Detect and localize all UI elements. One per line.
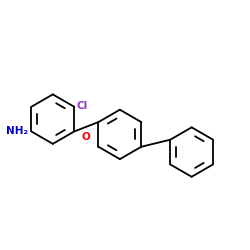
Text: Cl: Cl: [76, 100, 87, 110]
Text: NH₂: NH₂: [6, 126, 28, 136]
Text: O: O: [82, 132, 91, 142]
